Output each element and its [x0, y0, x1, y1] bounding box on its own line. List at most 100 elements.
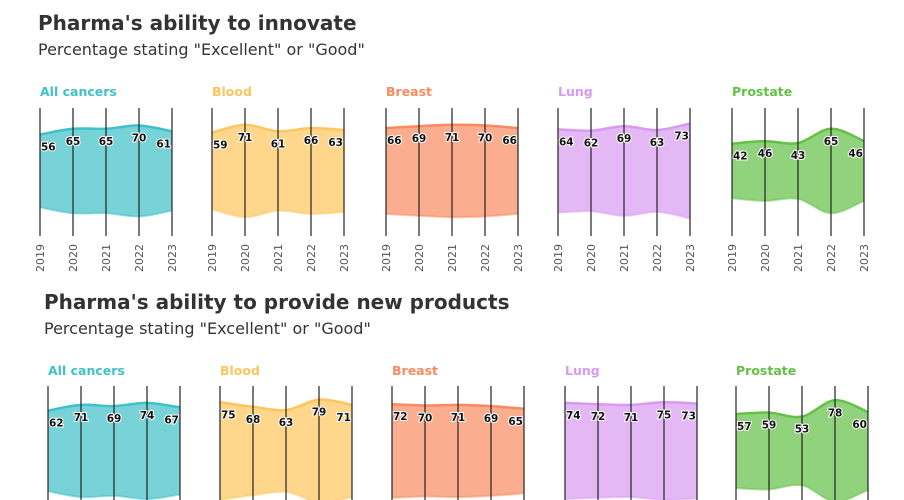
- data-label: 71: [74, 412, 89, 424]
- x-tick-label: 2019: [552, 244, 565, 272]
- category-label-breast: Breast: [392, 363, 438, 378]
- chart-title-innovate: Pharma's ability to innovate: [38, 11, 357, 35]
- data-label: 67: [164, 414, 179, 426]
- chart-title-new-products: Pharma's ability to provide new products: [44, 290, 510, 314]
- data-label: 61: [156, 138, 171, 150]
- data-label: 46: [758, 148, 773, 160]
- data-label: 71: [336, 412, 351, 424]
- data-label: 70: [418, 413, 433, 425]
- data-label: 69: [107, 413, 122, 425]
- data-label: 70: [478, 133, 493, 145]
- data-label: 61: [271, 138, 286, 150]
- x-tick-label: 2020: [413, 244, 426, 272]
- data-label: 56: [41, 142, 56, 154]
- x-tick-label: 2019: [34, 244, 47, 272]
- panel-all-cancers: 56 65 65 70 61 All cancers 2019 2020 2021 2022 202…: [34, 84, 179, 272]
- x-tick-label: 2021: [100, 244, 113, 272]
- data-label: 75: [221, 409, 236, 421]
- data-label: 62: [584, 138, 599, 150]
- data-label: 42: [733, 151, 748, 163]
- chart-row-1: 56 65 65 70 61 All cancers 2019 2020 2021 2022 202…: [34, 84, 871, 272]
- data-label: 43: [791, 150, 806, 162]
- data-label: 46: [848, 148, 863, 160]
- x-tick-label: 2021: [446, 244, 459, 272]
- x-tick-label: 2021: [792, 244, 805, 272]
- data-label: 64: [559, 136, 574, 148]
- x-tick-label: 2020: [759, 244, 772, 272]
- data-label: 60: [852, 419, 867, 431]
- category-label-prostate: Prostate: [736, 363, 796, 378]
- data-label: 70: [132, 133, 147, 145]
- x-tick-label: 2021: [618, 244, 631, 272]
- chart-subtitle-innovate: Percentage stating "Excellent" or "Good": [38, 40, 365, 59]
- data-label: 62: [49, 418, 64, 430]
- panel-prostate: 57 59 53 78 60 Prostate: [735, 363, 869, 500]
- data-label: 72: [591, 411, 606, 423]
- chart-row-2: 62 71 69 74 67 All cancers 75 68 63 79 71 Blood 72 70…: [47, 363, 869, 500]
- data-label: 75: [657, 409, 672, 421]
- data-label: 57: [737, 421, 752, 433]
- data-label: 71: [624, 412, 639, 424]
- category-label-all-cancers: All cancers: [40, 84, 117, 99]
- data-label: 68: [246, 414, 261, 426]
- data-label: 65: [66, 136, 81, 148]
- x-tick-label: 2023: [858, 244, 871, 272]
- panel-all-cancers: 62 71 69 74 67 All cancers: [47, 363, 181, 500]
- data-label: 74: [140, 410, 155, 422]
- data-label: 59: [762, 420, 777, 432]
- data-label: 74: [566, 410, 581, 422]
- chart-subtitle-new-products: Percentage stating "Excellent" or "Good": [44, 319, 371, 338]
- x-tick-label: 2020: [67, 244, 80, 272]
- data-label: 71: [445, 132, 460, 144]
- data-label: 59: [213, 140, 228, 152]
- data-label: 66: [304, 135, 319, 147]
- data-label: 66: [502, 135, 517, 147]
- data-label: 69: [412, 133, 427, 145]
- category-label-lung: Lung: [558, 84, 593, 99]
- x-tick-label: 2022: [825, 244, 838, 272]
- data-label: 79: [312, 407, 327, 419]
- x-tick-label: 2023: [512, 244, 525, 272]
- x-tick-label: 2020: [239, 244, 252, 272]
- data-label: 63: [279, 417, 294, 429]
- category-label-blood: Blood: [212, 84, 252, 99]
- category-label-prostate: Prostate: [732, 84, 792, 99]
- x-tick-label: 2019: [380, 244, 393, 272]
- data-label: 65: [508, 416, 523, 428]
- panel-lung: 74 72 71 75 73 Lung: [564, 363, 698, 500]
- data-label: 53: [795, 424, 810, 436]
- data-label: 63: [650, 137, 665, 149]
- category-label-all-cancers: All cancers: [48, 363, 125, 378]
- data-label: 78: [828, 407, 843, 419]
- data-label: 71: [238, 132, 253, 144]
- panel-blood: 75 68 63 79 71 Blood: [219, 363, 353, 500]
- data-label: 65: [824, 136, 839, 148]
- category-label-lung: Lung: [565, 363, 600, 378]
- x-tick-label: 2020: [585, 244, 598, 272]
- x-tick-label: 2022: [651, 244, 664, 272]
- x-tick-label: 2022: [479, 244, 492, 272]
- data-label: 69: [484, 413, 499, 425]
- data-label: 69: [617, 133, 632, 145]
- x-tick-label: 2022: [305, 244, 318, 272]
- data-label: 73: [681, 411, 696, 423]
- x-tick-label: 2022: [133, 244, 146, 272]
- x-tick-label: 2023: [338, 244, 351, 272]
- data-label: 66: [387, 135, 402, 147]
- panel-breast: 66 69 71 70 66 Breast 2019 2020 2021 2022 2023: [380, 84, 525, 272]
- data-label: 73: [674, 131, 689, 143]
- panel-breast: 72 70 71 69 65 Breast: [391, 363, 525, 500]
- panel-prostate: 42 46 43 65 46 Prostate 2019 2020 2021 2022 2023: [726, 84, 871, 272]
- data-label: 65: [99, 136, 114, 148]
- x-tick-label: 2019: [206, 244, 219, 272]
- x-tick-label: 2019: [726, 244, 739, 272]
- x-tick-label: 2023: [684, 244, 697, 272]
- category-label-blood: Blood: [220, 363, 260, 378]
- category-label-breast: Breast: [386, 84, 432, 99]
- panel-lung: 64 62 69 63 73 Lung 2019 2020 2021 2022 2023: [552, 84, 697, 272]
- panel-blood: 59 71 61 66 63 Blood 2019 2020 2021 2022 2023: [206, 84, 351, 272]
- data-label: 72: [393, 411, 408, 423]
- data-label: 71: [451, 412, 466, 424]
- data-label: 63: [328, 137, 343, 149]
